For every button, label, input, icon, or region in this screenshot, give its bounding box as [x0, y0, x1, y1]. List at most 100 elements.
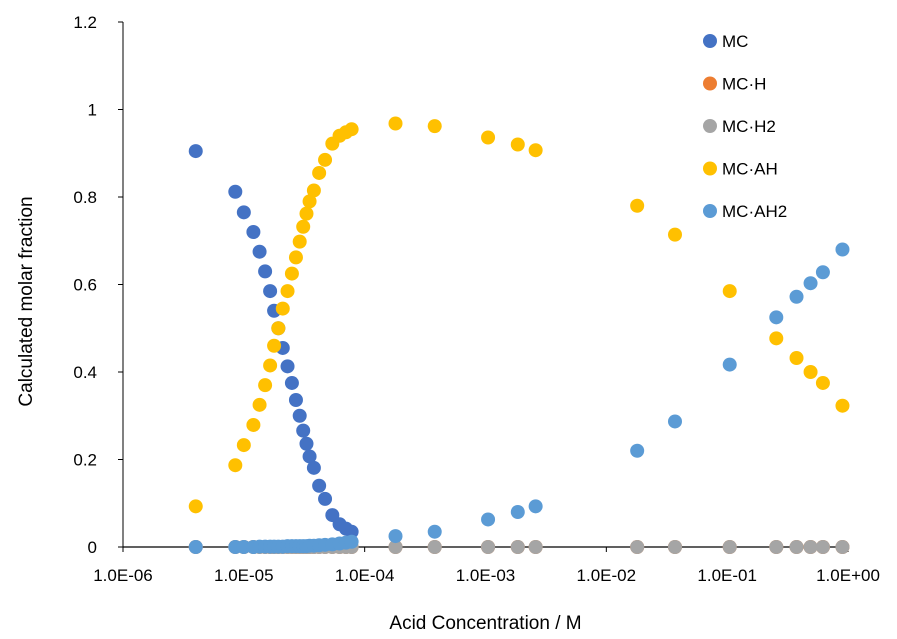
data-point [667, 227, 682, 242]
data-point [288, 250, 303, 265]
data-point [188, 144, 203, 159]
data-point [299, 206, 314, 221]
legend-label: MC·H [722, 75, 766, 94]
data-point [789, 540, 804, 554]
data-point [388, 540, 403, 554]
data-point [263, 358, 278, 373]
data-point [258, 264, 273, 279]
data-point [271, 321, 286, 336]
legend-marker [703, 119, 717, 133]
data-point [630, 198, 645, 213]
legend: MC MC·H MC·H2 MC·AH MC·AH2 [703, 32, 787, 221]
data-point [815, 265, 830, 280]
series-4 [188, 242, 850, 554]
data-point [228, 184, 243, 199]
data-point [667, 540, 682, 554]
x-tick-label: 1.0E+00 [816, 566, 880, 585]
data-point [252, 244, 267, 259]
legend-marker [703, 161, 717, 176]
data-point [769, 331, 784, 346]
data-point [302, 194, 317, 209]
data-point [769, 310, 784, 325]
data-point [280, 284, 295, 299]
data-point [236, 438, 251, 453]
y-axis-title: Calculated molar fraction [16, 196, 37, 406]
x-tick-label: 1.0E-01 [697, 566, 757, 585]
data-point [722, 357, 737, 372]
data-point [296, 219, 311, 234]
data-point [630, 540, 645, 554]
data-point [275, 301, 290, 316]
data-point [280, 359, 295, 374]
data-point [344, 524, 359, 539]
y-tick-label: 0.2 [73, 451, 97, 470]
data-point [318, 152, 333, 167]
y-tick-label: 1 [88, 101, 97, 120]
data-point [258, 378, 273, 393]
data-point [236, 205, 251, 220]
data-point [306, 460, 321, 475]
x-tick-label: 1.0E-06 [93, 566, 153, 585]
data-point [267, 338, 282, 353]
legend-label: MC [722, 32, 748, 51]
data-point [835, 242, 850, 257]
data-points [188, 116, 850, 554]
data-point [228, 458, 243, 473]
data-point [302, 449, 317, 464]
data-point [236, 540, 251, 554]
legend-label: MC·H2 [722, 117, 776, 136]
data-point [288, 393, 303, 407]
x-axis-title: Acid Concentration / M [389, 613, 581, 634]
data-point [803, 540, 818, 554]
data-point [815, 375, 830, 390]
x-tick-label: 1.0E-05 [214, 566, 274, 585]
y-tick-label: 0.6 [73, 276, 97, 295]
data-point [803, 365, 818, 379]
data-point [312, 478, 327, 493]
data-point [299, 436, 314, 451]
data-point [188, 540, 203, 554]
data-point [252, 397, 267, 412]
data-point [427, 524, 442, 539]
legend-marker [703, 204, 717, 218]
data-point [528, 499, 543, 514]
y-tick-label: 0 [88, 538, 97, 557]
data-point [344, 122, 359, 137]
data-point [292, 234, 307, 249]
x-tick-label: 1.0E-04 [335, 566, 395, 585]
data-point [789, 351, 804, 365]
data-point [510, 137, 525, 152]
data-point [388, 116, 403, 131]
data-point [306, 183, 321, 198]
legend-label: MC·AH [722, 160, 778, 179]
data-point [722, 540, 737, 554]
data-point [481, 130, 496, 145]
data-point [427, 119, 442, 134]
series-3 [188, 116, 850, 514]
data-point [263, 284, 278, 299]
data-point [667, 414, 682, 429]
x-tick-label: 1.0E-03 [456, 566, 516, 585]
data-point [803, 276, 818, 291]
data-point [292, 408, 307, 423]
y-tick-label: 1.2 [73, 13, 97, 32]
data-point [481, 540, 496, 554]
data-point [722, 284, 737, 299]
data-point [188, 499, 203, 514]
data-point [427, 540, 442, 554]
data-point [789, 289, 804, 304]
legend-marker [703, 76, 717, 91]
y-tick-label: 0.8 [73, 188, 97, 207]
data-point [835, 540, 850, 554]
x-tick-label: 1.0E-02 [577, 566, 637, 585]
y-tick-label: 0.4 [73, 363, 97, 382]
data-point [510, 540, 525, 554]
data-point [388, 529, 403, 544]
data-point [312, 165, 327, 180]
data-point [344, 534, 359, 549]
legend-marker [703, 34, 717, 48]
data-point [528, 540, 543, 554]
legend-label: MC·AH2 [722, 202, 787, 221]
